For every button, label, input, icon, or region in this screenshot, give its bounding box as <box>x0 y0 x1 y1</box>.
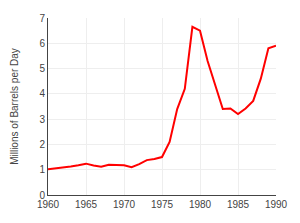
svg-text:2: 2 <box>39 139 45 150</box>
svg-text:6: 6 <box>39 38 45 49</box>
svg-text:1: 1 <box>39 164 45 175</box>
svg-text:5: 5 <box>39 63 45 74</box>
svg-text:1965: 1965 <box>75 199 98 210</box>
svg-text:7: 7 <box>39 13 45 24</box>
svg-text:1980: 1980 <box>189 199 212 210</box>
svg-text:1990: 1990 <box>265 199 288 210</box>
svg-text:1975: 1975 <box>151 199 174 210</box>
svg-text:Millions of Barrels per Day: Millions of Barrels per Day <box>9 48 20 165</box>
svg-text:3: 3 <box>39 114 45 125</box>
svg-text:1960: 1960 <box>37 199 60 210</box>
svg-text:0: 0 <box>39 190 45 201</box>
svg-text:1970: 1970 <box>113 199 136 210</box>
svg-text:4: 4 <box>39 88 45 99</box>
svg-text:1985: 1985 <box>227 199 250 210</box>
